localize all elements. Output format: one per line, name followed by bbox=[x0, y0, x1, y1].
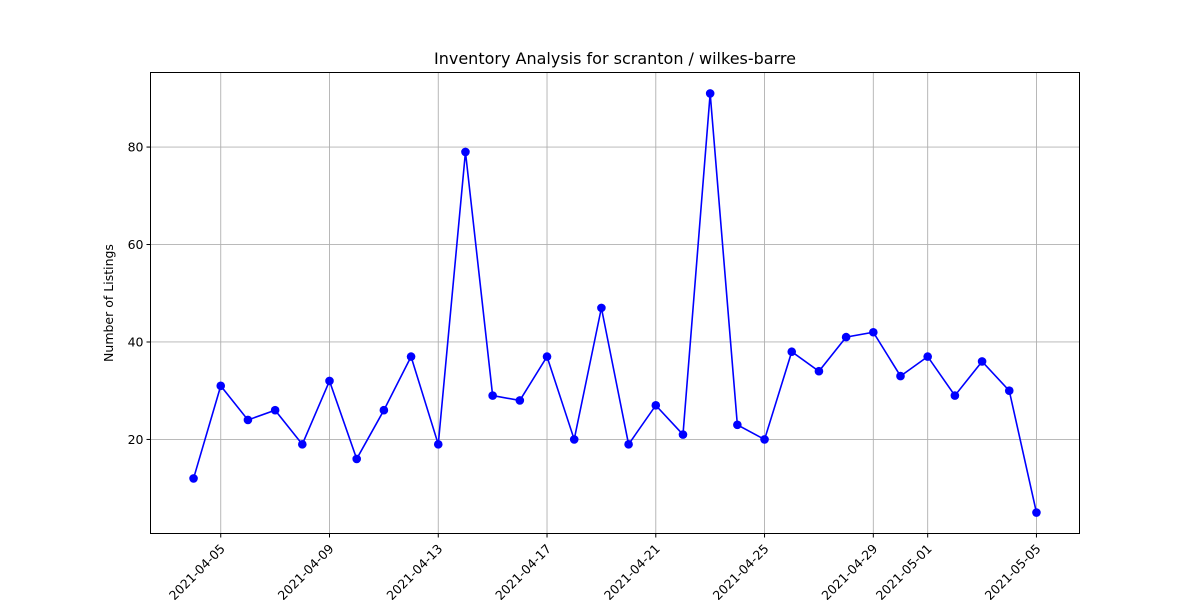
plot-area-frame bbox=[150, 72, 1080, 534]
data-point bbox=[1032, 508, 1041, 517]
x-tick-label: 2021-04-09 bbox=[275, 541, 337, 600]
x-tick-label: 2021-04-29 bbox=[818, 541, 880, 600]
y-axis-label: Number of Listings bbox=[101, 244, 116, 362]
data-point bbox=[569, 435, 579, 444]
data-point bbox=[542, 352, 552, 361]
data-point bbox=[651, 401, 661, 410]
data-point bbox=[270, 405, 280, 415]
x-axis: 2021-04-05 2021-04-09 2021-04-13 2021-04-17… bbox=[166, 533, 1044, 600]
data-point bbox=[733, 420, 742, 430]
data-point bbox=[433, 440, 443, 449]
data-point bbox=[406, 352, 416, 361]
data-point bbox=[977, 357, 987, 366]
data-point bbox=[597, 303, 606, 313]
y-tick-label: 80 bbox=[128, 140, 144, 155]
x-tick-label: 2021-04-25 bbox=[710, 541, 772, 600]
x-tick-label: 2021-05-05 bbox=[982, 541, 1044, 600]
data-point bbox=[352, 454, 361, 464]
data-point bbox=[923, 352, 932, 361]
x-tick-label: 2021-04-13 bbox=[383, 541, 445, 600]
data-point bbox=[325, 376, 334, 386]
x-tick-label: 2021-04-21 bbox=[601, 541, 663, 600]
data-point bbox=[705, 89, 715, 98]
y-tick-label: 60 bbox=[128, 237, 144, 252]
data-point bbox=[379, 405, 389, 415]
data-point bbox=[189, 474, 198, 483]
data-point bbox=[841, 332, 851, 342]
x-tick-label: 2021-04-17 bbox=[492, 541, 554, 600]
data-point bbox=[461, 147, 470, 157]
grid bbox=[150, 72, 1080, 534]
y-tick-label: 20 bbox=[128, 432, 144, 447]
series bbox=[189, 89, 1041, 517]
y-tick-label: 40 bbox=[128, 334, 144, 349]
chart-title: Inventory Analysis for scranton / wilkes… bbox=[434, 49, 796, 68]
data-point bbox=[787, 347, 797, 357]
data-point bbox=[216, 381, 226, 391]
series-line bbox=[192, 93, 1038, 513]
x-tick-label: 2021-04-05 bbox=[166, 541, 228, 600]
y-axis: 20 40 60 80 bbox=[128, 140, 151, 447]
data-point bbox=[760, 435, 769, 444]
data-point bbox=[869, 327, 878, 337]
data-point bbox=[814, 366, 824, 376]
data-point bbox=[243, 415, 253, 425]
x-tick-label: 2021-05-01 bbox=[873, 541, 935, 600]
data-point bbox=[298, 440, 307, 449]
data-point bbox=[488, 391, 497, 400]
data-point bbox=[896, 371, 905, 381]
data-point bbox=[515, 396, 525, 405]
data-point bbox=[624, 440, 633, 449]
data-point bbox=[950, 391, 960, 400]
data-point bbox=[1004, 386, 1014, 396]
data-point bbox=[678, 430, 688, 439]
